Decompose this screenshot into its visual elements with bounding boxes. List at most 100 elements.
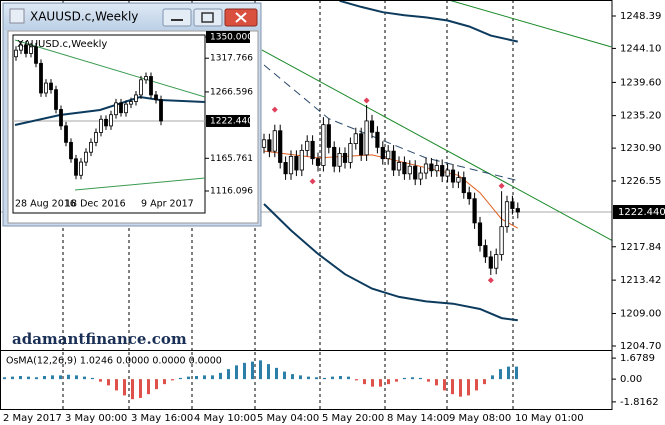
histogram-bar	[267, 364, 270, 380]
candle-body	[104, 118, 108, 127]
indicator-line	[74, 177, 205, 191]
candle-body	[144, 76, 148, 81]
candle-body	[402, 162, 407, 175]
candle-body	[59, 109, 63, 127]
close-icon	[235, 12, 247, 23]
indicator-line	[14, 39, 205, 98]
candle-body	[99, 118, 103, 133]
histogram-bar	[507, 366, 510, 380]
candle-body	[74, 158, 78, 176]
candle-body	[456, 177, 461, 183]
histogram-bar	[451, 379, 454, 395]
candle-body	[129, 101, 133, 105]
candle-body	[29, 46, 33, 54]
x-tick-label: 5 May 20:00	[322, 413, 384, 424]
histogram-bar	[315, 377, 318, 380]
histogram-bar	[115, 379, 118, 391]
candle-body	[149, 76, 153, 96]
histogram-bar	[243, 362, 246, 380]
histogram-bar	[259, 360, 262, 380]
candle-body	[19, 44, 23, 51]
y-tick-label: 1317.766	[210, 54, 253, 64]
candle-body	[364, 120, 369, 156]
histogram-bar	[91, 377, 94, 380]
histogram-bar	[203, 375, 206, 380]
histogram-bar	[251, 361, 254, 380]
current-price-tag	[206, 114, 250, 127]
candle-body	[49, 82, 53, 91]
histogram-bar	[475, 379, 478, 391]
candle-body	[94, 132, 98, 143]
candle-body	[134, 94, 138, 102]
histogram-bar	[51, 375, 54, 380]
histogram-bar	[219, 372, 222, 380]
histogram-bar	[403, 377, 406, 380]
candle-body	[413, 165, 418, 180]
histogram-bar	[483, 379, 486, 385]
histogram-bar	[155, 379, 158, 390]
y-tick-label: 1165.761	[210, 154, 253, 164]
histogram-bar	[395, 379, 398, 382]
minimize-button[interactable]	[162, 8, 192, 27]
histogram-bar	[35, 377, 38, 380]
candle-body	[445, 169, 450, 177]
histogram-bar	[491, 375, 494, 380]
candle-body	[499, 226, 504, 256]
histogram-bar	[467, 379, 470, 396]
inset-chart-label: XAUUSD.c,Weekly	[17, 39, 107, 50]
candle-body	[494, 254, 499, 269]
y-tick-label: -1.8162	[620, 397, 659, 408]
candle-body	[69, 141, 73, 160]
histogram-bar	[427, 379, 430, 382]
candle-body	[34, 46, 38, 64]
candle-body	[267, 139, 272, 152]
x-tick-label: 4 May 10:00	[194, 413, 256, 424]
candle-body	[321, 124, 326, 166]
candle-body	[396, 162, 402, 171]
y-tick-label: 1266.596	[210, 87, 253, 97]
histogram-bar	[379, 379, 382, 387]
candle-body	[64, 125, 68, 143]
candle-body	[359, 133, 364, 156]
candle-body	[434, 165, 439, 172]
indicator-line	[339, 0, 519, 43]
histogram-bar	[291, 374, 294, 380]
frame	[0, 0, 613, 410]
histogram-bar	[355, 379, 358, 381]
restore-button[interactable]	[193, 8, 223, 27]
window-title: XAUUSD.c,Weekly	[30, 10, 138, 24]
candle-body	[429, 163, 434, 172]
osma-title: OsMA(12,26,9) 1.0246 0.0000 0.0000 0.000…	[6, 356, 222, 367]
x-tick-label: 8 May 14:00	[387, 413, 449, 424]
histogram-bar	[515, 366, 518, 380]
current-price-tag	[613, 205, 665, 220]
histogram-bar	[107, 379, 110, 386]
candle-body	[119, 102, 123, 114]
candle-body	[375, 131, 380, 148]
x-tick-label: 3 May 16:00	[131, 413, 193, 424]
x-tick-label: 10 May 01:00	[515, 413, 584, 424]
candle-body	[272, 130, 277, 152]
y-tick-label: 1226.55	[620, 176, 661, 187]
fractal-marker	[487, 277, 494, 284]
candle-body	[124, 103, 128, 114]
histogram-bar	[283, 371, 286, 380]
y-tick-label: 1209.00	[620, 309, 661, 320]
histogram-bar	[59, 375, 62, 380]
histogram-bar	[323, 377, 326, 380]
candle-body	[109, 114, 113, 127]
histogram-bar	[75, 375, 78, 380]
y-tick-label: 1116.096	[210, 186, 253, 196]
histogram-bar	[43, 376, 46, 380]
histogram-bar	[123, 379, 126, 396]
inset-chart-area	[7, 30, 259, 224]
histogram-bar	[347, 376, 350, 380]
candle-body	[39, 62, 43, 94]
indicator-line	[449, 0, 612, 48]
y-tick-label: 0.00	[620, 374, 642, 385]
histogram-bar	[227, 369, 230, 380]
histogram-bar	[299, 375, 302, 380]
window-icon	[9, 8, 25, 24]
current-price-label: 1222.440	[618, 207, 665, 218]
histogram-bar	[331, 376, 334, 380]
